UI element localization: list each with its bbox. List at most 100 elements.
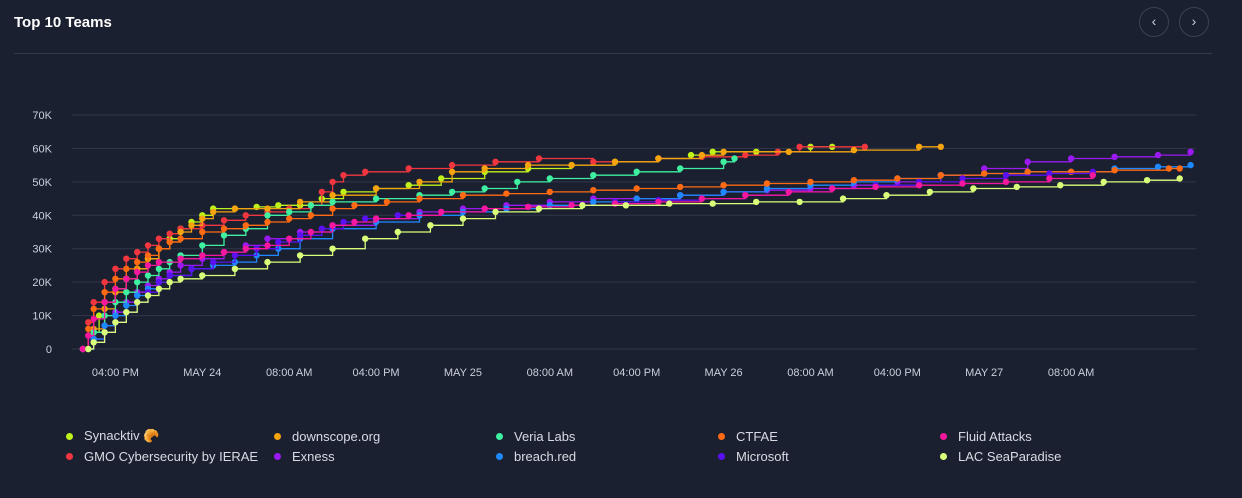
data-point [763, 180, 771, 187]
data-point [101, 299, 108, 306]
series-line [82, 146, 941, 350]
data-point [731, 155, 738, 162]
data-point [166, 278, 173, 286]
data-point [166, 238, 173, 246]
data-point [199, 272, 206, 279]
data-point [981, 170, 988, 177]
series-line [82, 171, 1094, 350]
data-point [1046, 175, 1053, 182]
data-point [1143, 177, 1151, 184]
data-point [481, 185, 488, 192]
data-point [1024, 168, 1031, 175]
data-point [329, 178, 336, 186]
data-point [763, 185, 771, 192]
data-point [286, 208, 293, 216]
legend-item[interactable]: LAC SeaParadise [940, 447, 1140, 465]
legend-item[interactable]: Veria Labs [496, 427, 718, 445]
data-point [720, 188, 727, 196]
y-tick-label: 20K [32, 277, 52, 289]
data-point [101, 329, 108, 336]
data-point [1002, 172, 1010, 179]
data-point [90, 315, 97, 323]
x-tick-label: 04:00 PM [874, 367, 921, 379]
legend-dot-icon [66, 452, 73, 460]
data-point [264, 235, 271, 242]
data-point [123, 302, 130, 309]
data-point [861, 143, 868, 150]
data-point [1187, 161, 1194, 169]
data-point [134, 258, 141, 266]
legend-item[interactable]: Synacktiv 🥐 [66, 427, 274, 445]
x-tick-label: MAY 24 [183, 367, 221, 379]
data-point [416, 178, 423, 186]
header-divider [14, 53, 1212, 54]
legend-label: LAC SeaParadise [958, 448, 1062, 464]
data-point [329, 192, 336, 199]
data-point [503, 190, 510, 197]
data-point [340, 172, 347, 179]
data-point [90, 305, 97, 313]
data-point [720, 148, 727, 155]
data-point [155, 285, 163, 292]
series-1 [79, 143, 868, 353]
data-point [883, 192, 890, 199]
data-point [134, 278, 141, 286]
page-title: Top 10 Teams [14, 14, 112, 31]
legend-item[interactable]: CTFAE [718, 427, 940, 445]
data-point [95, 312, 103, 319]
data-point [590, 158, 597, 165]
legend-dot-icon [940, 432, 947, 440]
data-point [655, 198, 662, 206]
x-tick-label: 08:00 AM [266, 367, 312, 379]
line-chart: 0 10K 20K 30K 40K 50K 60K 70K 04:00 PM MAY 24 08:0… [32, 110, 1196, 379]
data-point [220, 225, 228, 232]
legend-item[interactable]: Fluid Attacks [940, 427, 1140, 445]
data-point [535, 155, 543, 162]
data-point [210, 208, 217, 216]
data-point [959, 180, 966, 187]
chevron-right-icon: › [1191, 13, 1197, 29]
data-point [144, 242, 152, 249]
data-point [242, 222, 249, 229]
data-point [677, 183, 684, 191]
legend-dot-icon [274, 452, 281, 460]
series-7 [79, 168, 1097, 353]
chevron-left-icon: ‹ [1151, 13, 1157, 29]
data-point [481, 165, 488, 172]
data-point [492, 208, 499, 216]
legend-dot-icon [496, 432, 503, 440]
data-point [210, 258, 217, 266]
legend-item[interactable]: Exness [274, 447, 496, 465]
x-tick-label: MAY 25 [444, 367, 482, 379]
data-point [394, 212, 401, 219]
data-point [329, 205, 336, 212]
data-point [166, 230, 173, 237]
data-point [296, 198, 304, 206]
legend-label: Exness [292, 448, 335, 464]
data-point [579, 202, 586, 209]
data-point [101, 289, 108, 296]
legend-label: Fluid Attacks [958, 428, 1032, 444]
data-point [231, 265, 239, 272]
series-line [82, 165, 1192, 350]
data-point [677, 165, 684, 172]
data-point [970, 185, 977, 192]
legend-item[interactable]: breach.red [496, 447, 718, 465]
data-point [307, 212, 315, 219]
data-point [1111, 153, 1118, 160]
data-point [307, 202, 315, 209]
data-point [134, 268, 141, 276]
data-point [753, 198, 760, 206]
legend-item[interactable]: Microsoft [718, 447, 940, 465]
previous-button[interactable]: ‹ [1139, 7, 1169, 37]
legend-dot-icon [940, 452, 947, 460]
data-point [199, 215, 206, 222]
legend-item[interactable]: downscope.org [274, 427, 496, 445]
data-point [372, 185, 380, 192]
next-button[interactable]: › [1179, 7, 1209, 37]
data-point [155, 278, 163, 286]
series-line [82, 158, 736, 350]
data-point [622, 202, 630, 209]
data-point [590, 172, 597, 179]
legend-item[interactable]: GMO Cybersecurity by IERAE [66, 447, 274, 465]
